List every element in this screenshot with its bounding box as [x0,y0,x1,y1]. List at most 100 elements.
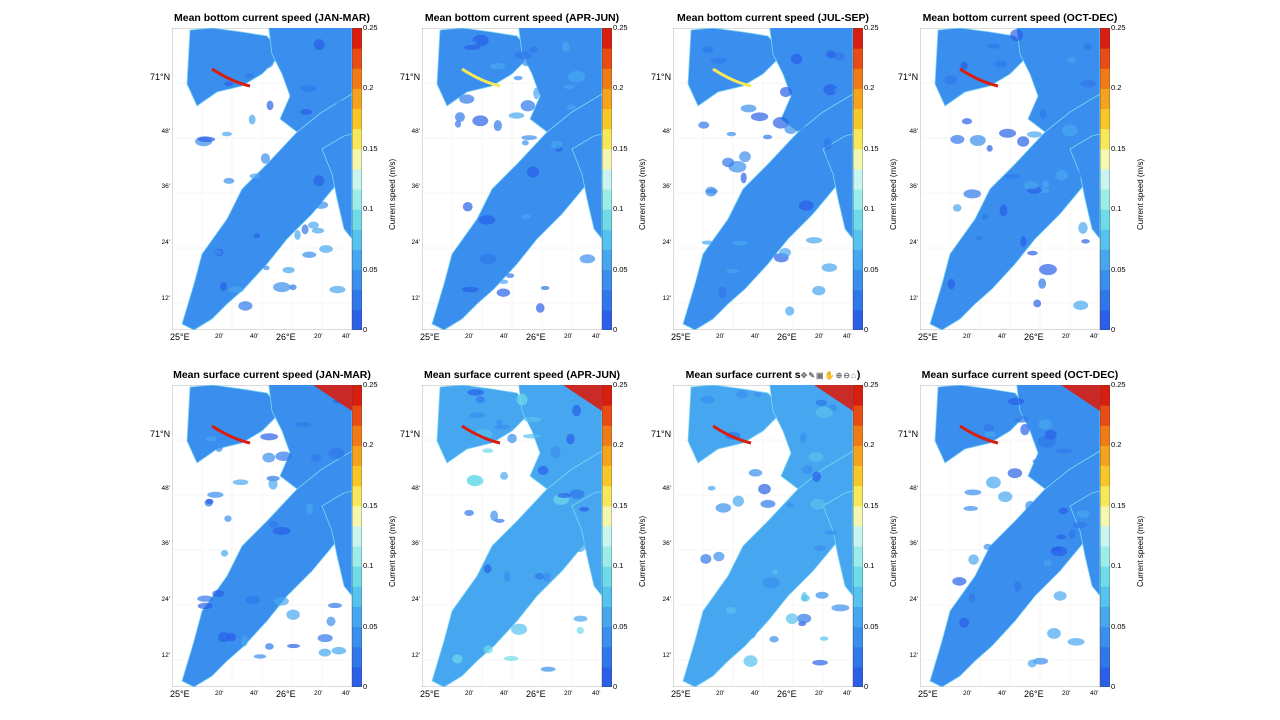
colorbar-step [1100,485,1110,507]
colorbar-step [853,485,863,507]
colorbar-step [602,425,612,446]
y-tick-label: 12' [161,652,170,659]
x-tick-label: 20' [314,333,323,340]
speed-patch [1078,167,1090,179]
outer-high-speed-band [1061,385,1100,411]
zoom-in-icon[interactable]: ⊕ [835,371,844,380]
speed-patch [496,419,503,426]
max-speed-jet [959,424,999,445]
colorbar-step [352,425,362,446]
speed-patch [1027,659,1037,668]
colorbar-step [352,566,362,587]
y-tick-label: 36' [909,540,918,547]
colorbar-step [352,606,362,628]
x-tick-label: 20' [716,333,725,340]
colorbar-step [602,385,612,406]
x-tick-label: 40' [342,690,351,697]
colorbar-label: Current speed (m/s) [1136,158,1145,230]
speed-patch [228,286,244,293]
x-tick-label: 26°E [777,689,797,699]
colorbar-step [853,108,863,130]
colorbar-step [1100,168,1110,190]
colorbar-tick-label: 0.05 [613,264,628,274]
y-tick-label: 12' [909,295,918,302]
colorbar-step [602,586,612,607]
east-arm-area [321,490,352,597]
home-icon[interactable]: ⌂ [850,371,857,380]
y-tick-label: 36' [411,540,420,547]
chart-title: Mean bottom current speed (JUL-SEP) [673,12,873,24]
speed-map[interactable] [920,385,1100,687]
speed-patch [300,85,317,92]
colorbar-step [853,289,863,311]
colorbar-tick-label: 0.15 [613,143,628,153]
speed-patch [302,251,317,258]
speed-patch [726,269,740,274]
speed-patch [253,233,261,239]
y-tick-label: 12' [161,295,170,302]
y-tick-label: 12' [662,652,671,659]
speed-patch [262,452,276,463]
speed-map[interactable] [920,28,1100,330]
speed-map[interactable] [422,385,602,687]
pan-icon[interactable]: ✥ [800,371,809,380]
speed-patch [459,94,475,104]
speed-patch [1039,264,1057,276]
y-tick-label: 36' [161,183,170,190]
colorbar-tick-label: 0.1 [363,561,374,571]
colorbar-step [1100,586,1110,607]
speed-patch [292,197,310,202]
speed-patch [270,197,286,204]
colorbar-step [602,445,612,467]
chart-title: Mean bottom current speed (APR-JUN) [422,12,622,24]
speed-map[interactable] [673,28,853,330]
grab-icon[interactable]: ✋ [824,371,836,380]
colorbar-tick-label: 0.1 [864,204,875,214]
colorbar-tick-label: 0 [1111,682,1116,691]
colorbar-step [1100,465,1110,487]
speed-patch [1033,299,1042,308]
speed-map[interactable] [673,385,853,687]
colorbar-step [352,269,362,291]
colorbar-step [352,586,362,607]
x-tick-label: 20' [215,690,224,697]
colorbar-step [853,646,863,668]
brush-icon[interactable]: ✎ [808,371,817,380]
speed-patch [1068,529,1076,540]
speed-patch [507,433,517,444]
speed-patch [769,636,779,643]
figure-toolbar[interactable]: ✥✎▣✋⊕⊖⌂ [801,371,857,380]
speed-patch [1008,549,1027,557]
colorbar-step [1100,646,1110,668]
speed-patch [212,590,225,598]
speed-patch [779,247,791,258]
x-tick-label: 20' [1062,690,1071,697]
colorbar [602,28,612,330]
save-icon[interactable]: ▣ [816,371,825,380]
y-tick-label: 71°N [651,72,672,82]
speed-patch [521,135,538,141]
outer-basin-area [268,28,352,133]
colorbar-step [853,666,863,687]
zoom-out-icon[interactable]: ⊖ [843,371,851,380]
colorbar-step [352,525,362,547]
speed-patch [452,654,463,664]
chart-title-text: Mean bottom current speed (OCT-DEC) [922,12,1118,24]
y-tick-label: 24' [161,239,170,246]
speed-map[interactable] [172,385,352,687]
speed-patch [205,498,214,505]
speed-patch [1056,448,1073,454]
x-tick-label: 20' [314,690,323,697]
speed-map[interactable] [422,28,602,330]
colorbar-tick-label: 0.25 [1111,380,1126,389]
x-tick-label: 40' [1090,333,1099,340]
speed-patch [1047,627,1061,639]
speed-patch [963,505,978,511]
x-tick-label: 26°E [1024,689,1044,699]
speed-patch [550,446,561,459]
speed-patch [521,140,529,146]
speed-patch [500,471,509,480]
speed-patch [800,432,807,443]
speed-map[interactable] [172,28,352,330]
speed-patch [1032,458,1048,465]
